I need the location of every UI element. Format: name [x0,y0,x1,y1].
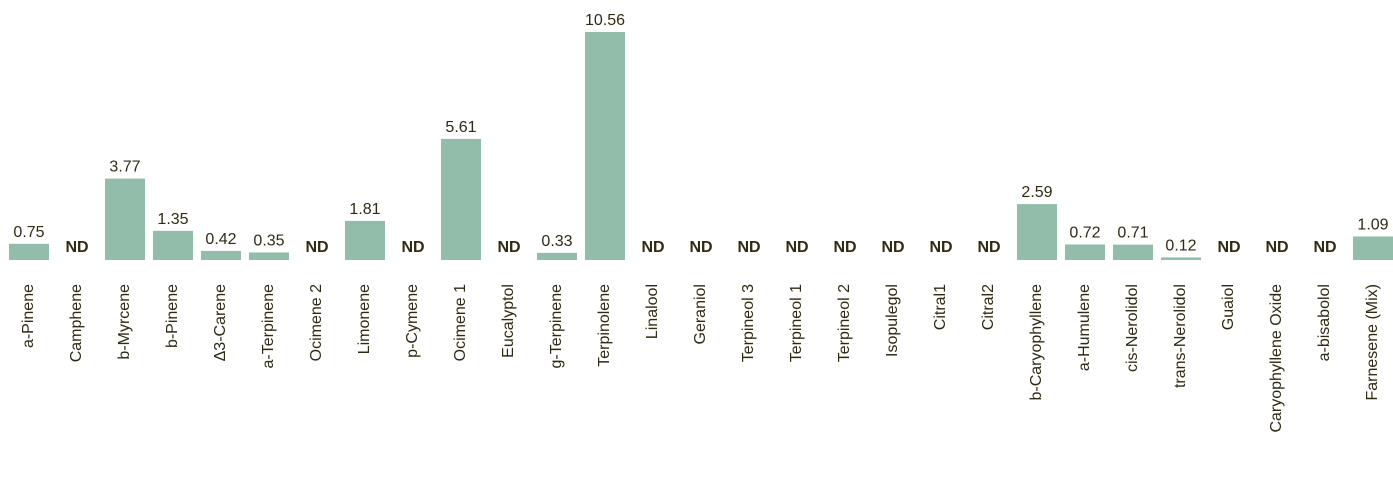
category-label-3: b-Pinene [164,284,181,348]
nd-label-14: ND [689,239,712,256]
category-label-11: g-Terpinene [548,284,565,369]
value-label-7: 1.81 [349,201,380,218]
category-label-19: Citral1 [932,284,949,330]
category-label-15: Terpineol 3 [740,284,757,362]
value-label-2: 3.77 [109,159,140,176]
value-label-4: 0.42 [205,231,236,248]
category-label-17: Terpineol 2 [836,284,853,362]
nd-label-19: ND [929,239,952,256]
value-label-11: 0.33 [541,233,572,250]
category-label-27: a-bisabolol [1316,284,1333,361]
bar-12 [585,32,625,260]
category-label-7: Limonene [356,284,373,354]
value-label-3: 1.35 [157,211,188,228]
nd-label-10: ND [497,239,520,256]
nd-label-13: ND [641,239,664,256]
nd-label-16: ND [785,239,808,256]
value-label-5: 0.35 [253,232,284,249]
bar-23 [1113,244,1153,260]
nd-label-15: ND [737,239,760,256]
category-label-21: b-Caryophyllene [1028,284,1045,401]
nd-label-18: ND [881,239,904,256]
nd-label-6: ND [305,239,328,256]
category-label-10: Eucalyptol [500,284,517,358]
nd-label-17: ND [833,239,856,256]
nd-label-25: ND [1217,239,1240,256]
bar-11 [537,252,577,260]
bar-9 [441,138,481,260]
bar-5 [249,252,289,260]
value-label-0: 0.75 [13,224,44,241]
category-label-20: Citral2 [980,284,997,330]
nd-label-20: ND [977,239,1000,256]
category-label-1: Camphene [68,284,85,362]
category-label-2: b-Myrcene [116,284,133,360]
category-label-22: a-Humulene [1076,284,1093,371]
nd-label-27: ND [1313,239,1336,256]
value-label-9: 5.61 [445,119,476,136]
bar-2 [105,178,145,260]
value-labels-group: 0.75 ND 3.77 1.35 0.42 0.35 ND 1.81 ND 5.61 ND 0.33… [13,12,1388,256]
category-label-8: p-Cymene [404,284,421,358]
category-label-6: Ocimene 2 [308,284,325,361]
value-label-24: 0.12 [1165,237,1196,254]
bar-4 [201,250,241,260]
bar-21 [1017,204,1057,260]
value-label-12: 10.56 [585,12,625,29]
category-label-14: Geraniol [692,284,709,344]
category-label-9: Ocimene 1 [452,284,469,361]
nd-label-1: ND [65,239,88,256]
category-label-28: Farnesene (Mix) [1364,284,1381,400]
value-label-23: 0.71 [1117,225,1148,242]
value-label-22: 0.72 [1069,224,1100,241]
category-labels-group: a-Pinene Camphene b-Myrcene b-Pinene Δ3-Care… [20,284,1381,433]
value-label-21: 2.59 [1021,184,1052,201]
bars-group [9,32,1393,260]
category-label-24: trans-Nerolidol [1172,284,1189,388]
category-label-0: a-Pinene [20,284,37,348]
category-label-12: Terpinolene [596,284,613,367]
category-label-26: Caryophyllene Oxide [1268,284,1285,433]
bar-7 [345,220,385,260]
bar-22 [1065,244,1105,260]
bar-3 [153,230,193,260]
nd-label-26: ND [1265,239,1288,256]
category-label-16: Terpineol 1 [788,284,805,362]
category-label-25: Guaiol [1220,284,1237,330]
value-label-28: 1.09 [1357,216,1388,233]
nd-label-8: ND [401,239,424,256]
category-label-5: a-Terpinene [260,284,277,369]
bar-0 [9,243,49,260]
category-label-18: Isopulegol [884,284,901,357]
category-label-13: Linalool [644,284,661,339]
bar-24 [1161,257,1201,260]
bar-28 [1353,236,1393,260]
category-label-4: Δ3-Carene [212,284,229,361]
category-label-23: cis-Nerolidol [1124,284,1141,372]
